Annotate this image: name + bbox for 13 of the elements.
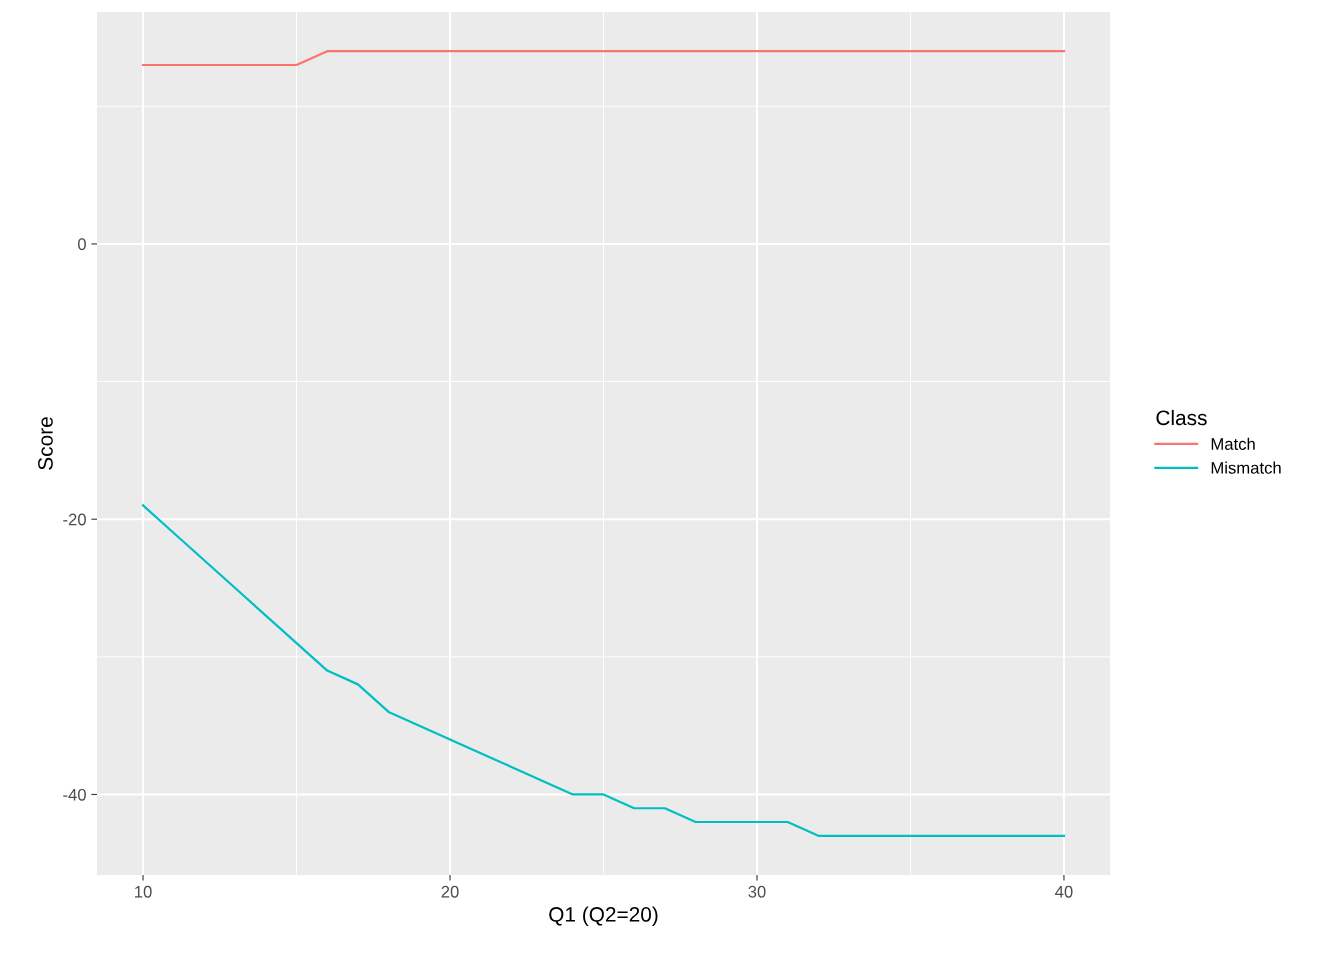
legend-title: Class — [1156, 409, 1207, 426]
x-tick-label: 40 — [1055, 885, 1073, 898]
line-series — [141, 504, 1066, 837]
y-tick-label: -40 — [63, 788, 86, 801]
legend-label: Mismatch — [1211, 461, 1281, 474]
y-tick-label: -20 — [63, 513, 86, 526]
legend-label: Match — [1211, 437, 1255, 450]
x-tick-label: 10 — [135, 885, 152, 898]
x-axis-title: Q1 (Q2=20) — [549, 906, 658, 926]
x-tick-label: 20 — [441, 885, 459, 898]
y-tick-label: 0 — [77, 238, 86, 251]
y-axis-title: Score — [38, 417, 53, 470]
x-tick-label: 30 — [748, 885, 766, 898]
